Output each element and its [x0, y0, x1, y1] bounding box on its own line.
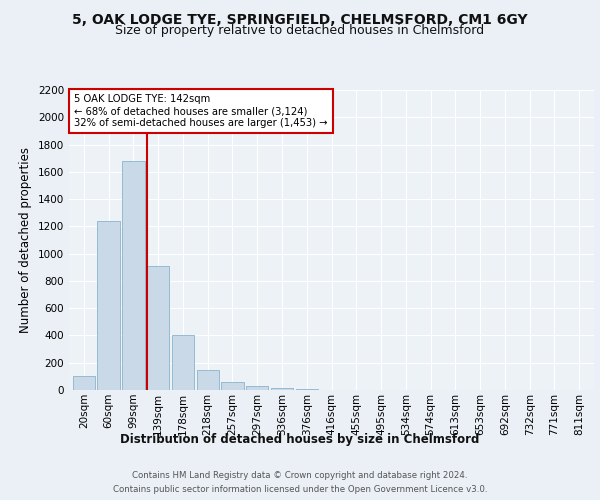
Bar — [97, 221, 120, 390]
Bar — [147, 266, 169, 390]
Y-axis label: Number of detached properties: Number of detached properties — [19, 147, 32, 333]
Text: 5 OAK LODGE TYE: 142sqm
← 68% of detached houses are smaller (3,124)
32% of semi: 5 OAK LODGE TYE: 142sqm ← 68% of detache… — [74, 94, 328, 128]
Text: Size of property relative to detached houses in Chelmsford: Size of property relative to detached ho… — [115, 24, 485, 37]
Bar — [172, 336, 194, 390]
Bar — [197, 370, 219, 390]
Bar — [271, 388, 293, 390]
Text: 5, OAK LODGE TYE, SPRINGFIELD, CHELMSFORD, CM1 6GY: 5, OAK LODGE TYE, SPRINGFIELD, CHELMSFOR… — [72, 12, 528, 26]
Bar — [246, 386, 268, 390]
Bar — [73, 376, 95, 390]
Text: Distribution of detached houses by size in Chelmsford: Distribution of detached houses by size … — [121, 432, 479, 446]
Bar — [122, 161, 145, 390]
Bar — [221, 382, 244, 390]
Text: Contains HM Land Registry data © Crown copyright and database right 2024.: Contains HM Land Registry data © Crown c… — [132, 471, 468, 480]
Text: Contains public sector information licensed under the Open Government Licence v3: Contains public sector information licen… — [113, 485, 487, 494]
